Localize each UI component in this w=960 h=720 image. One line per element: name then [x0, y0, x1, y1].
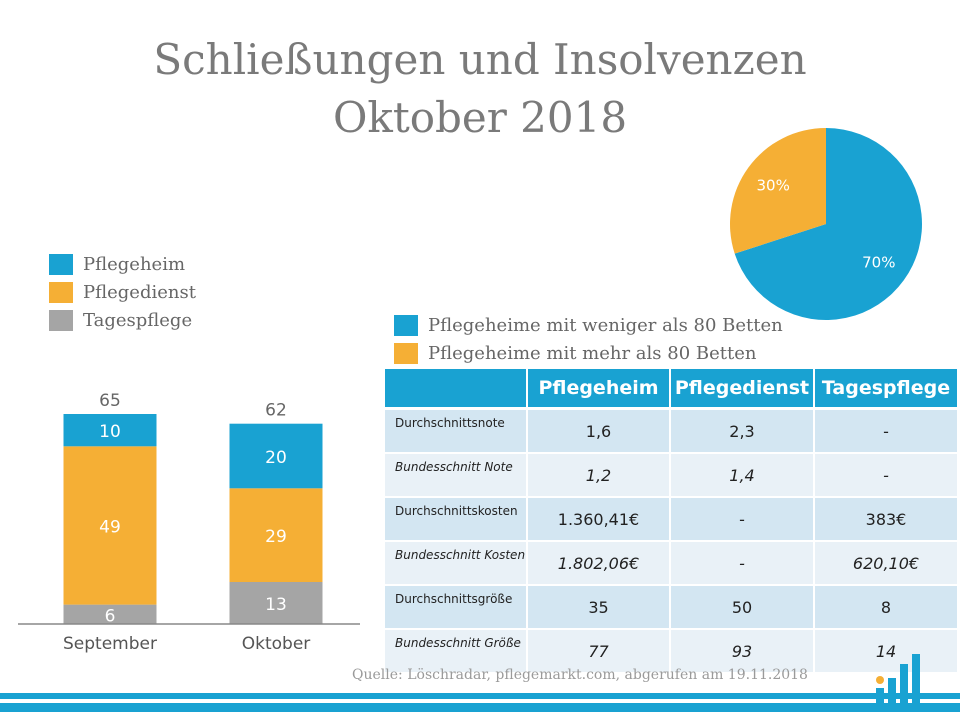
- bar-legend: Pflegeheim Pflegedienst Tagespflege: [49, 250, 196, 334]
- data-label: 10: [99, 422, 121, 442]
- legend-item-mehr-80: Pflegeheime mit mehr als 80 Betten: [394, 339, 783, 367]
- table-cell: 1,6: [528, 410, 671, 454]
- legend-swatch: [49, 253, 73, 275]
- data-label: 49: [99, 517, 121, 537]
- legend-label: Pflegeheim: [83, 253, 186, 275]
- category-label: Oktober: [242, 634, 311, 654]
- bar-segment: [229, 488, 323, 582]
- legend-label: Pflegedienst: [83, 281, 196, 303]
- chart-title-line2: Oktober 2018: [332, 93, 628, 142]
- legend-swatch: [49, 309, 73, 331]
- row-label: Bundesschnitt Kosten: [385, 542, 528, 586]
- table-header-cell: [385, 369, 528, 410]
- row-label: Durchschnittsgröße: [385, 586, 528, 630]
- table-row: Durchschnittsgröße 35 50 8: [385, 586, 959, 630]
- table-row: Bundesschnitt Größe 77 93 14: [385, 630, 959, 674]
- table-cell: -: [815, 410, 959, 454]
- row-label: Bundesschnitt Note: [385, 454, 528, 498]
- data-label: 6: [105, 606, 116, 626]
- table-cell: 1,2: [528, 454, 671, 498]
- total-label: 62: [265, 401, 287, 421]
- row-label: Bundesschnitt Größe: [385, 630, 528, 674]
- table-cell: 8: [815, 586, 959, 630]
- data-label: 20: [265, 448, 287, 468]
- data-label: 29: [265, 527, 287, 547]
- pie-slice: [734, 128, 922, 320]
- table-cell: -: [671, 498, 815, 542]
- table-cell: -: [671, 542, 815, 586]
- source-note: Quelle: Löschradar, pflegemarkt.com, abg…: [352, 667, 808, 683]
- legend-item-weniger-80: Pflegeheime mit weniger als 80 Betten: [394, 311, 783, 339]
- table-cell: 35: [528, 586, 671, 630]
- table-cell: 383€: [815, 498, 959, 542]
- table-cell: 620,10€: [815, 542, 959, 586]
- bar-segment: [229, 582, 323, 624]
- table-header-cell: Tagespflege: [815, 369, 959, 410]
- pie-legend: Pflegeheime mit weniger als 80 Betten Pf…: [394, 311, 783, 367]
- bar-segment: [63, 414, 157, 447]
- row-label: Durchschnittsnote: [385, 410, 528, 454]
- table-header-cell: Pflegeheim: [528, 369, 671, 410]
- legend-swatch: [394, 342, 418, 364]
- row-label: Durchschnittskosten: [385, 498, 528, 542]
- table-cell: -: [815, 454, 959, 498]
- pie-label: 70%: [862, 253, 895, 271]
- table-header-row: Pflegeheim Pflegedienst Tagespflege: [385, 369, 959, 410]
- total-label: 65: [99, 391, 121, 411]
- bar-segment: [63, 604, 157, 624]
- legend-label: Pflegeheime mit mehr als 80 Betten: [428, 342, 757, 364]
- pie-slice: [730, 128, 826, 254]
- table-row: Bundesschnitt Note 1,2 1,4 -: [385, 454, 959, 498]
- table-cell: 14: [815, 630, 959, 674]
- legend-label: Pflegeheime mit weniger als 80 Betten: [428, 314, 783, 336]
- footer-stripe: [0, 703, 960, 712]
- bar-segment: [229, 423, 323, 489]
- table-cell: 2,3: [671, 410, 815, 454]
- legend-label: Tagespflege: [83, 309, 193, 331]
- table-cell: 1.802,06€: [528, 542, 671, 586]
- logo-icon: [876, 654, 920, 708]
- table-cell: 93: [671, 630, 815, 674]
- comparison-table: Pflegeheim Pflegedienst Tagespflege Durc…: [385, 369, 959, 674]
- bar-segment: [63, 446, 157, 605]
- legend-item-tagespflege: Tagespflege: [49, 306, 196, 334]
- legend-swatch: [394, 314, 418, 336]
- table-cell: 50: [671, 586, 815, 630]
- stacked-bar-chart: 6 49 10 65 September 13 29 20 62 Oktober: [18, 391, 360, 654]
- table-row: Durchschnittsnote 1,6 2,3 -: [385, 410, 959, 454]
- table-cell: 1,4: [671, 454, 815, 498]
- category-label: September: [63, 634, 157, 654]
- pie-label: 30%: [757, 177, 790, 195]
- legend-item-pflegedienst: Pflegedienst: [49, 278, 196, 306]
- table-cell: 1.360,41€: [528, 498, 671, 542]
- table-row: Bundesschnitt Kosten 1.802,06€ - 620,10€: [385, 542, 959, 586]
- chart-title-line1: Schließungen und Insolvenzen: [153, 35, 807, 84]
- data-label: 13: [265, 595, 287, 615]
- table-header-cell: Pflegedienst: [671, 369, 815, 410]
- legend-item-pflegeheim: Pflegeheim: [49, 250, 196, 278]
- table-cell: 77: [528, 630, 671, 674]
- legend-swatch: [49, 281, 73, 303]
- footer-stripe: [0, 693, 960, 699]
- pie-chart: 70% 30%: [730, 128, 922, 320]
- table-row: Durchschnittskosten 1.360,41€ - 383€: [385, 498, 959, 542]
